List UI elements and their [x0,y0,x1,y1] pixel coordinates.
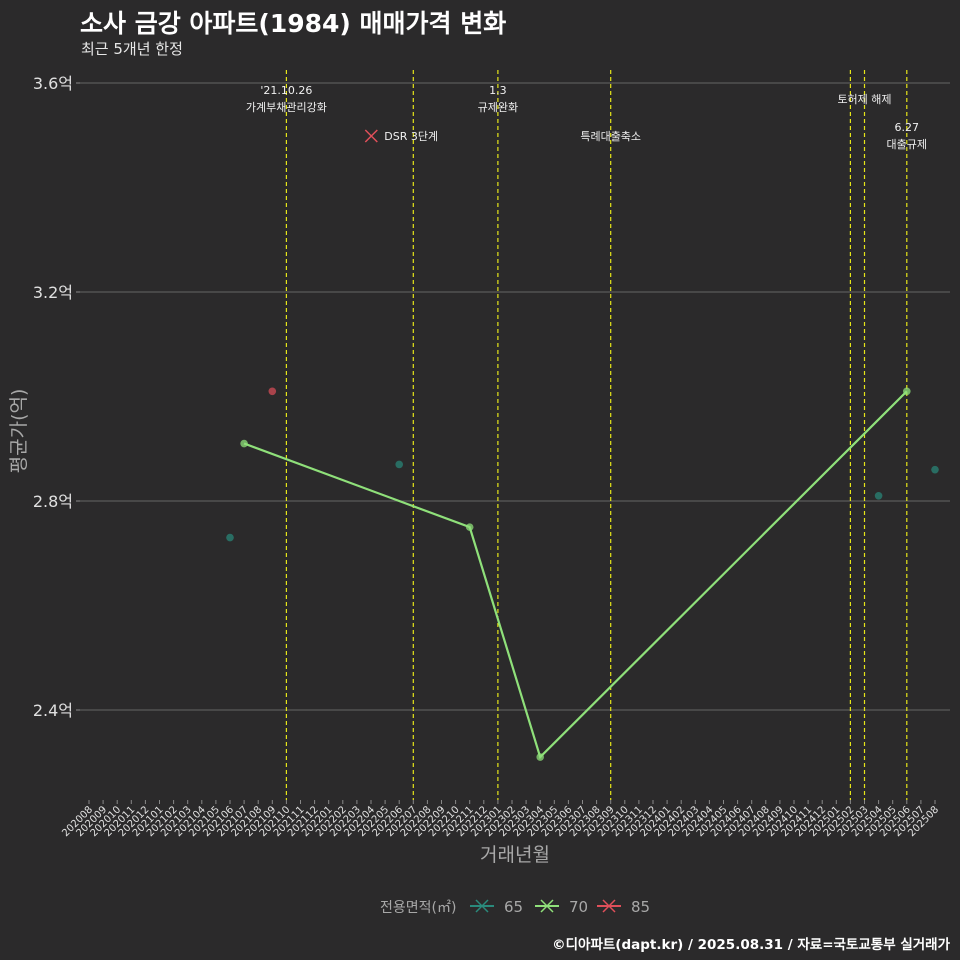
event-label: 특례대출축소 [580,130,641,143]
x-axis: 2020082020092020102020112020122021012021… [60,800,941,839]
y-tick-label: 2.8억 [33,492,73,511]
data-point-65 [226,533,234,542]
event-label: 규제완화 [478,101,518,114]
series-line-70 [243,390,908,760]
source-caption: ©디아파트(dapt.kr) / 2025.08.31 / 자료=국토교통부 실… [552,937,950,953]
legend-x-icon [540,899,554,913]
y-tick-label: 3.2억 [33,283,73,302]
data-point-65 [874,491,883,500]
data-point-70 [465,523,474,531]
event-label: 1.3 [489,84,507,97]
event-marker-x-icon [364,129,378,143]
legend-x-icon [602,899,616,913]
chart-subtitle: 최근 5개년 한정 [81,40,183,58]
legend-x-icon [475,899,489,913]
data-point-65 [395,460,404,469]
data-point-85 [268,387,277,396]
data-point-70 [536,753,544,761]
series-layer [226,387,939,761]
event-label: 가계부채관리강화 [246,101,327,114]
data-point-70 [903,387,911,396]
event-label: DSR 3단계 [384,130,438,143]
x-axis-label: 거래년월 [480,844,550,866]
legend: 전용면적(㎡) 65 70 85 [380,898,650,916]
y-axis-label: 평균가(억) [8,389,30,474]
legend-label-85: 85 [631,898,650,916]
event-label: 대출규제 [887,138,927,151]
data-point-70 [240,439,248,448]
event-label: 6.27 [895,121,920,134]
legend-title: 전용면적(㎡) [380,900,456,916]
event-label: '21.10.26 [260,84,312,97]
y-gridlines [80,82,950,711]
legend-label-70: 70 [569,898,588,916]
chart-title: 소사 금강 아파트(1984) 매매가격 변화 [80,9,507,38]
y-tick-label: 2.4억 [33,701,73,720]
data-point-65 [931,465,939,474]
event-label: 토허제 해제 [837,92,891,106]
y-tick-label: 3.6억 [33,74,73,93]
legend-label-65: 65 [504,898,523,916]
y-axis: 2.4억 2.8억 3.2억 3.6억 [33,74,80,720]
